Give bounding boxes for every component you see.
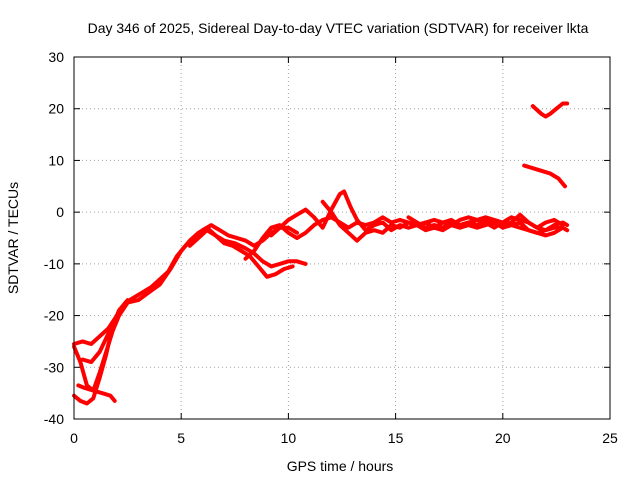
y-tick-label: -20 bbox=[44, 308, 64, 324]
y-axis-label: SDTVAR / TECUs bbox=[5, 182, 21, 294]
x-tick-label: 5 bbox=[177, 430, 185, 446]
series-line-s5 bbox=[80, 316, 119, 365]
grid bbox=[74, 57, 610, 419]
y-tick-label: -40 bbox=[44, 411, 64, 427]
series-line-s6 bbox=[187, 228, 295, 279]
x-tick-label: 0 bbox=[70, 430, 78, 446]
data-series bbox=[72, 101, 570, 406]
y-tick-label: 20 bbox=[48, 101, 64, 117]
axis-ticks: 0 5 10 15 20 25 -40 -30 -20 -10 0 10 20 30 bbox=[44, 49, 618, 446]
x-tick-label: 25 bbox=[602, 430, 618, 446]
y-tick-label: -30 bbox=[44, 359, 64, 375]
x-tick-label: 15 bbox=[388, 430, 404, 446]
y-tick-label: -10 bbox=[44, 256, 64, 272]
x-tick-label: 10 bbox=[281, 430, 297, 446]
series-line-s10 bbox=[406, 212, 565, 230]
series-line-s11 bbox=[530, 101, 570, 119]
chart-title: Day 346 of 2025, Sidereal Day-to-day VTE… bbox=[88, 20, 589, 36]
x-axis-label: GPS time / hours bbox=[287, 458, 394, 474]
series-line-s3 bbox=[76, 383, 117, 403]
series-line-s2 bbox=[72, 225, 308, 393]
series-line-s12 bbox=[522, 163, 567, 189]
plot-frame bbox=[73, 56, 611, 420]
y-tick-label: 30 bbox=[48, 49, 64, 65]
y-tick-label: 0 bbox=[56, 204, 64, 220]
x-tick-label: 20 bbox=[495, 430, 511, 446]
y-tick-label: 10 bbox=[48, 152, 64, 168]
series-line-s4 bbox=[72, 298, 130, 406]
